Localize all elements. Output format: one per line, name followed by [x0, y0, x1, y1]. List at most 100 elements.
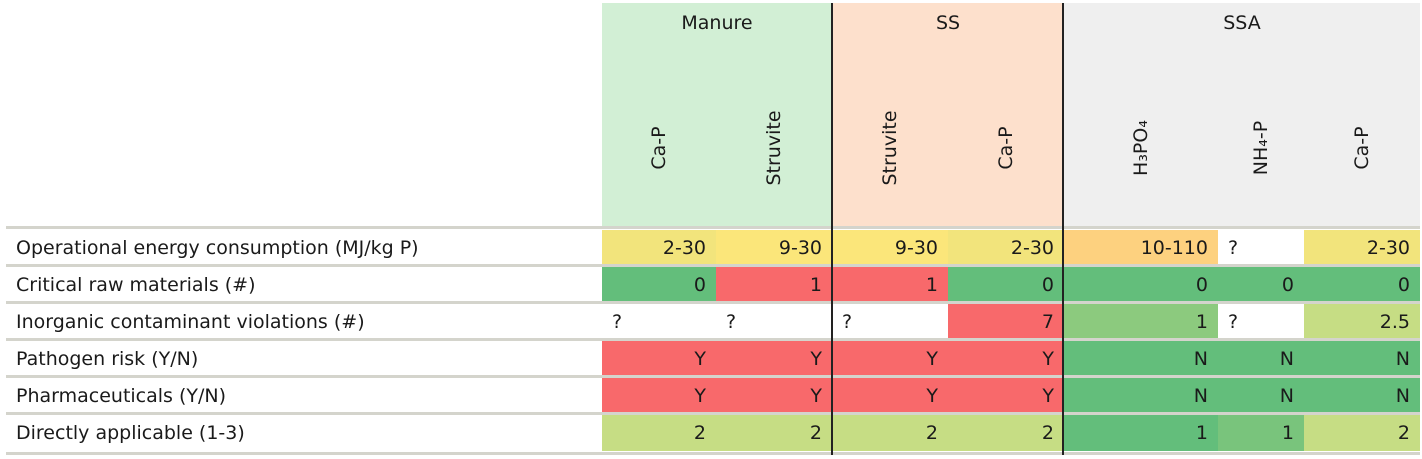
cell-value: N [1395, 348, 1410, 370]
table-cell: 2 [716, 415, 832, 451]
cell-value: 2-30 [662, 237, 706, 259]
cell-value: ? [842, 311, 853, 333]
row-label: Pharmaceuticals (Y/N) [16, 385, 227, 407]
cell-value: 0 [1195, 274, 1208, 296]
cell-value: Y [810, 385, 822, 407]
table-cell: 1 [1218, 415, 1304, 451]
table-cell: 1 [716, 267, 832, 303]
row-label: Inorganic contaminant violations (#) [16, 311, 365, 333]
table-cell: Y [832, 341, 948, 377]
row-label: Directly applicable (1-3) [16, 422, 245, 444]
group-header-ss [832, 3, 1064, 226]
table-cell: 2 [1304, 415, 1420, 451]
cell-value: 10-110 [1140, 237, 1208, 259]
cell-value: N [1279, 385, 1294, 407]
cell-value: Y [810, 348, 822, 370]
table-cell: 1 [1064, 304, 1218, 340]
table-cell: 2-30 [1304, 230, 1420, 266]
group-separator [831, 3, 833, 455]
cell-value: Y [1042, 348, 1054, 370]
row-separator [6, 452, 1420, 455]
cell-value: Y [926, 348, 938, 370]
cell-value: N [1395, 385, 1410, 407]
cell-value: N [1279, 348, 1294, 370]
cell-value: Y [926, 385, 938, 407]
row-label: Operational energy consumption (MJ/kg P) [16, 237, 419, 259]
table-cell: ? [832, 304, 948, 340]
cell-value: N [1193, 385, 1208, 407]
cell-value: 9-30 [894, 237, 938, 259]
cell-value: N [1193, 348, 1208, 370]
table-cell: 0 [1304, 267, 1420, 303]
cell-value: 1 [1195, 422, 1208, 444]
table-cell: Y [948, 378, 1064, 414]
cell-value: 1 [1195, 311, 1208, 333]
row-separator [6, 375, 1420, 378]
column-header: NH₄-P [1250, 120, 1272, 176]
cell-value: 1 [809, 274, 822, 296]
row-separator [6, 264, 1420, 267]
table-cell: Y [948, 341, 1064, 377]
cell-value: 7 [1041, 311, 1054, 333]
row-label: Critical raw materials (#) [16, 274, 256, 296]
table-cell: 2 [602, 415, 716, 451]
cell-value: 2 [1041, 422, 1054, 444]
cell-value: 2 [693, 422, 706, 444]
table-cell: ? [716, 304, 832, 340]
cell-value: 0 [1397, 274, 1410, 296]
cell-value: 2.5 [1379, 311, 1410, 333]
cell-value: 1 [925, 274, 938, 296]
row-separator [6, 412, 1420, 415]
table-cell: 2-30 [948, 230, 1064, 266]
cell-value: 2-30 [1366, 237, 1410, 259]
table-cell: Y [602, 341, 716, 377]
cell-value: 0 [693, 274, 706, 296]
group-header-ssa [1064, 3, 1420, 226]
cell-value: 1 [1281, 422, 1294, 444]
table-cell: ? [1218, 304, 1304, 340]
table-cell: ? [1218, 230, 1304, 266]
column-header: Struvite [879, 110, 901, 186]
column-header: H₃PO₄ [1130, 120, 1152, 176]
cell-value: ? [612, 311, 623, 333]
cell-value: 2 [809, 422, 822, 444]
table-cell: N [1064, 378, 1218, 414]
row-label: Pathogen risk (Y/N) [16, 348, 199, 370]
table-cell: 0 [1218, 267, 1304, 303]
table-cell: N [1304, 341, 1420, 377]
table-cell: 7 [948, 304, 1064, 340]
table-cell: N [1304, 378, 1420, 414]
group-header-manure [602, 3, 832, 226]
cell-value: ? [1228, 237, 1239, 259]
table-cell: 0 [602, 267, 716, 303]
cell-value: ? [726, 311, 737, 333]
row-separator [6, 301, 1420, 304]
cell-value: 0 [1041, 274, 1054, 296]
table-cell: 9-30 [716, 230, 832, 266]
table-cell: 1 [832, 267, 948, 303]
table-cell: 2 [832, 415, 948, 451]
table-cell: N [1064, 341, 1218, 377]
cell-value: Y [694, 385, 706, 407]
cell-value: 9-30 [778, 237, 822, 259]
table-cell: ? [602, 304, 716, 340]
column-header: Struvite [763, 110, 785, 186]
cell-value: 2-30 [1010, 237, 1054, 259]
cell-value: ? [1228, 311, 1239, 333]
table-cell: 10-110 [1064, 230, 1218, 266]
table-cell: Y [716, 378, 832, 414]
table-cell: Y [832, 378, 948, 414]
table-cell: N [1218, 378, 1304, 414]
column-header: Ca-P [1351, 126, 1373, 170]
table-cell: 0 [1064, 267, 1218, 303]
table-cell: 0 [948, 267, 1064, 303]
row-separator [6, 338, 1420, 341]
group-label: SSA [1223, 12, 1261, 34]
table-cell: 2-30 [602, 230, 716, 266]
cell-value: 2 [925, 422, 938, 444]
table-cell: 1 [1064, 415, 1218, 451]
cell-value: Y [1042, 385, 1054, 407]
table-cell: Y [716, 341, 832, 377]
cell-value: 0 [1281, 274, 1294, 296]
